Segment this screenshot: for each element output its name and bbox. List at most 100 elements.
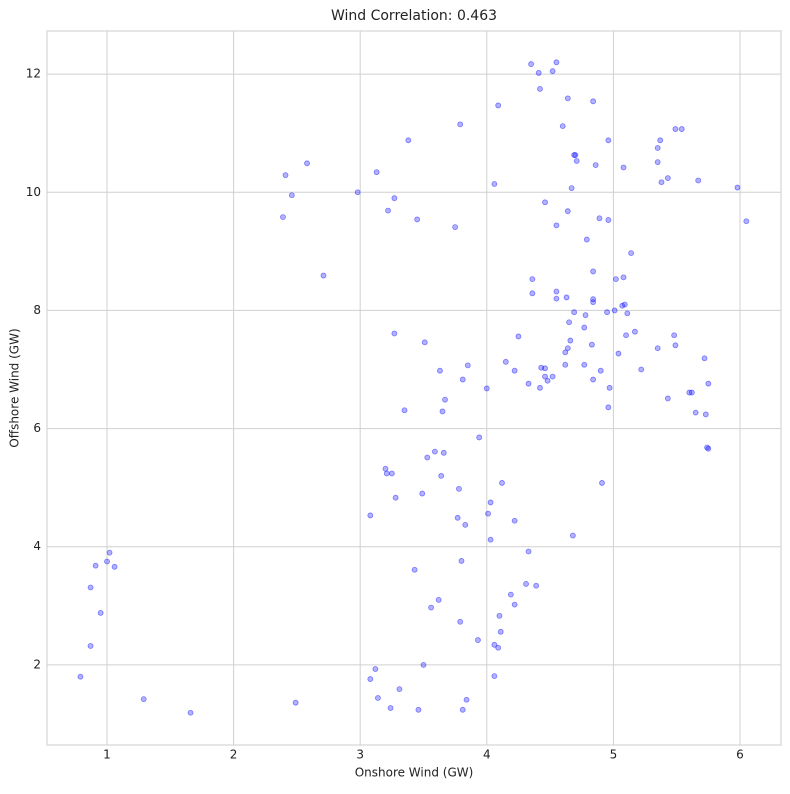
y-tick-label: 10 <box>26 185 41 199</box>
point <box>288 192 295 199</box>
point <box>599 480 605 486</box>
point <box>638 366 645 373</box>
point <box>437 367 443 374</box>
point <box>678 126 685 132</box>
point <box>592 162 599 169</box>
point <box>87 584 94 591</box>
point <box>701 355 708 362</box>
point <box>590 376 597 383</box>
point <box>686 389 693 396</box>
point <box>304 160 310 167</box>
point <box>476 434 483 441</box>
point <box>491 641 498 648</box>
point <box>475 637 481 643</box>
point <box>511 601 518 608</box>
point <box>562 349 569 356</box>
point <box>491 673 498 680</box>
point <box>605 137 612 144</box>
point <box>292 699 299 706</box>
point <box>542 365 548 372</box>
point <box>743 218 750 225</box>
point <box>529 290 536 297</box>
point <box>573 158 580 164</box>
point <box>415 706 422 713</box>
point <box>438 472 445 479</box>
point <box>464 362 471 369</box>
point <box>442 396 448 403</box>
point <box>695 177 702 184</box>
point <box>373 169 380 176</box>
point <box>497 628 504 635</box>
point <box>457 618 464 625</box>
point <box>525 380 532 387</box>
point <box>611 307 618 314</box>
point <box>566 319 572 326</box>
point <box>590 296 597 303</box>
point <box>562 361 569 368</box>
point <box>567 337 574 344</box>
point <box>106 549 113 556</box>
point <box>523 581 529 587</box>
point <box>507 591 514 598</box>
point <box>87 643 94 649</box>
point <box>596 215 603 222</box>
point <box>619 302 626 309</box>
chart-title: Wind Correlation: 0.463 <box>331 8 497 24</box>
point <box>658 179 665 186</box>
point <box>559 123 566 130</box>
point <box>657 137 664 144</box>
point <box>140 696 147 703</box>
point <box>499 480 505 486</box>
point <box>454 514 461 521</box>
point <box>392 494 399 501</box>
point <box>632 328 638 335</box>
point <box>664 395 671 402</box>
point <box>440 449 447 456</box>
point <box>590 268 597 275</box>
point <box>354 189 361 196</box>
point <box>544 377 551 384</box>
x-tick-label: 1 <box>103 748 111 762</box>
point <box>549 373 556 380</box>
point <box>581 324 588 331</box>
point <box>483 385 490 392</box>
point <box>553 59 560 66</box>
point <box>458 558 465 564</box>
point <box>590 299 597 306</box>
point <box>459 376 466 383</box>
point <box>420 661 427 668</box>
point <box>387 705 394 711</box>
x-axis-label: Onshore Wind (GW) <box>355 766 474 780</box>
point <box>511 367 518 374</box>
point <box>671 332 678 339</box>
point <box>654 145 661 151</box>
point <box>542 373 548 380</box>
point <box>367 512 374 519</box>
point <box>583 236 590 243</box>
point <box>535 70 542 76</box>
point <box>654 345 661 352</box>
point <box>452 224 459 231</box>
point <box>581 361 588 368</box>
point <box>553 288 560 295</box>
point <box>553 295 560 302</box>
point <box>414 216 421 223</box>
point <box>401 407 408 414</box>
point <box>187 709 194 716</box>
point <box>391 330 398 337</box>
point <box>569 532 576 539</box>
point <box>549 68 556 75</box>
x-tick-label: 2 <box>230 748 238 762</box>
point <box>92 562 99 569</box>
point <box>104 558 110 565</box>
point <box>495 102 502 109</box>
point <box>597 367 604 374</box>
point <box>419 490 426 497</box>
y-tick-label: 8 <box>33 303 41 317</box>
point <box>496 612 503 619</box>
point <box>620 164 627 171</box>
point <box>428 604 434 611</box>
point <box>628 250 635 257</box>
point <box>568 185 575 192</box>
point <box>664 175 671 182</box>
